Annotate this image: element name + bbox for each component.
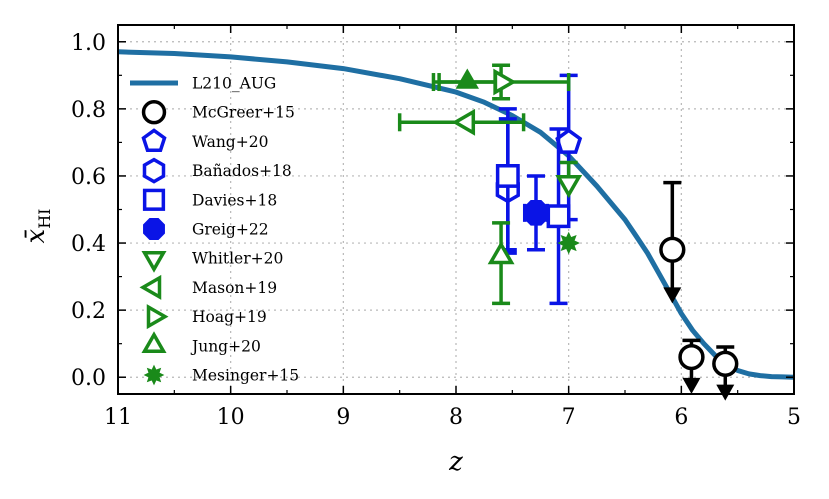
legend-marker-triangle-down-open bbox=[141, 250, 167, 273]
data-point-mason-19 bbox=[397, 108, 526, 136]
marker-triangle-up-open bbox=[487, 241, 515, 265]
model-line-l210-aug bbox=[117, 49, 795, 380]
upper-limit-arrow bbox=[716, 384, 735, 401]
legend-label: Greig+22 bbox=[192, 221, 269, 239]
data-point-jung-20 bbox=[437, 68, 498, 92]
marker-triangle-down-open bbox=[555, 174, 583, 199]
legend-label: Jung+20 bbox=[190, 337, 261, 355]
marker-circle-open bbox=[712, 350, 739, 377]
tick-labels-layer: 11 10 9 8 7 6 5 0.0 0.2 0.4 0.6 0.8 1.0 bbox=[71, 31, 801, 430]
data-points-layer bbox=[397, 63, 739, 401]
data-point-mcgreer-15 bbox=[659, 180, 686, 304]
marker-circle-open bbox=[659, 236, 686, 263]
y-tick-label: 0.6 bbox=[71, 165, 106, 190]
legend-item-mesinger-15: Mesinger+15 bbox=[143, 364, 299, 386]
marker-star bbox=[557, 231, 580, 255]
data-point-mcgreer-15 bbox=[712, 345, 739, 401]
y-tick-label: 0.4 bbox=[71, 232, 106, 257]
legend-label: Mason+19 bbox=[192, 279, 277, 297]
data-point-mcgreer-15 bbox=[678, 338, 705, 394]
legend-item-hoag-19: Hoag+19 bbox=[146, 304, 267, 330]
legend-label: Bañados+18 bbox=[192, 162, 292, 180]
legend-marker-hexagon bbox=[142, 157, 166, 184]
data-point-mesinger-15 bbox=[557, 231, 580, 255]
legend-marker-pentagon bbox=[141, 128, 167, 153]
legend-item-mcgreer-15: McGreer+15 bbox=[141, 100, 295, 125]
legend-marker-square-open bbox=[142, 188, 166, 211]
legend-item-greig-22: Greig+22 bbox=[143, 218, 269, 240]
legend-item-davies-18: Davies+18 bbox=[142, 188, 277, 211]
legend-item-ba-ados-18: Bañados+18 bbox=[142, 157, 292, 184]
y-tick-label: 1.0 bbox=[71, 31, 106, 56]
marker-pentagon bbox=[555, 128, 583, 154]
plot-frame bbox=[117, 24, 795, 395]
y-axis-label-sub: HI bbox=[35, 209, 54, 229]
x-tick-label: 11 bbox=[104, 405, 132, 430]
marker-octagon bbox=[523, 200, 549, 226]
x-tick-label: 6 bbox=[674, 405, 688, 430]
legend-marker-star bbox=[143, 364, 165, 386]
legend-item-whitler-20: Whitler+20 bbox=[141, 250, 283, 273]
model-line-layer bbox=[117, 49, 795, 380]
marker-triangle-right-open bbox=[493, 68, 517, 96]
marker-triangle-up bbox=[455, 68, 479, 89]
legend-label: Davies+18 bbox=[192, 191, 277, 209]
axes-frame-layer bbox=[117, 24, 795, 395]
x-tick-label: 10 bbox=[217, 405, 245, 430]
legend-marker-circle-open bbox=[141, 100, 167, 125]
y-axis-label: x̄HI bbox=[21, 209, 54, 244]
legend-item-l210-aug: L210_AUG bbox=[130, 75, 276, 93]
legend-marker-triangle-left-open bbox=[139, 274, 162, 300]
y-axis-label-main: x̄ bbox=[21, 228, 51, 243]
data-point-greig-22 bbox=[522, 174, 550, 252]
legend-item-jung-20: Jung+20 bbox=[141, 331, 261, 355]
x-tick-label: 7 bbox=[562, 405, 576, 430]
data-point-jung-20 bbox=[487, 221, 515, 306]
upper-limit-arrow bbox=[663, 287, 682, 304]
x-tick-label: 5 bbox=[787, 405, 801, 430]
legend-label: Mesinger+15 bbox=[192, 367, 299, 385]
legend-marker-triangle-right-open bbox=[146, 304, 169, 330]
x-tick-label: 8 bbox=[449, 405, 463, 430]
data-point-davies-18 bbox=[495, 107, 520, 255]
legend-label: McGreer+15 bbox=[192, 104, 295, 122]
y-tick-label: 0.2 bbox=[71, 299, 106, 324]
y-tick-label: 0.0 bbox=[71, 366, 106, 391]
legend-item-mason-19: Mason+19 bbox=[139, 274, 277, 300]
data-point-davies-18 bbox=[546, 127, 571, 306]
upper-limit-arrow bbox=[682, 377, 701, 394]
legend-label: Whitler+20 bbox=[192, 250, 283, 268]
legend-label: Hoag+19 bbox=[192, 308, 267, 326]
legend-label: Wang+20 bbox=[192, 133, 268, 151]
svg-text:x̄HI: x̄HI bbox=[21, 209, 54, 244]
legend: L210_AUG McGreer+15 Wang+20 Bañados+18 Davie… bbox=[130, 75, 299, 386]
marker-triangle-left-open bbox=[451, 108, 476, 136]
x-axis-label: z bbox=[448, 447, 463, 477]
legend-item-wang-20: Wang+20 bbox=[141, 128, 268, 153]
x-tick-label: 9 bbox=[336, 405, 350, 430]
legend-marker-triangle-up-open bbox=[141, 331, 167, 354]
data-point-whitler-20 bbox=[555, 160, 583, 199]
marker-square-open bbox=[495, 164, 520, 188]
y-tick-label: 0.8 bbox=[71, 98, 106, 123]
marker-square-open bbox=[546, 204, 571, 229]
legend-marker-octagon bbox=[143, 218, 165, 240]
legend-label: L210_AUG bbox=[192, 75, 276, 93]
marker-circle-open bbox=[678, 343, 705, 371]
